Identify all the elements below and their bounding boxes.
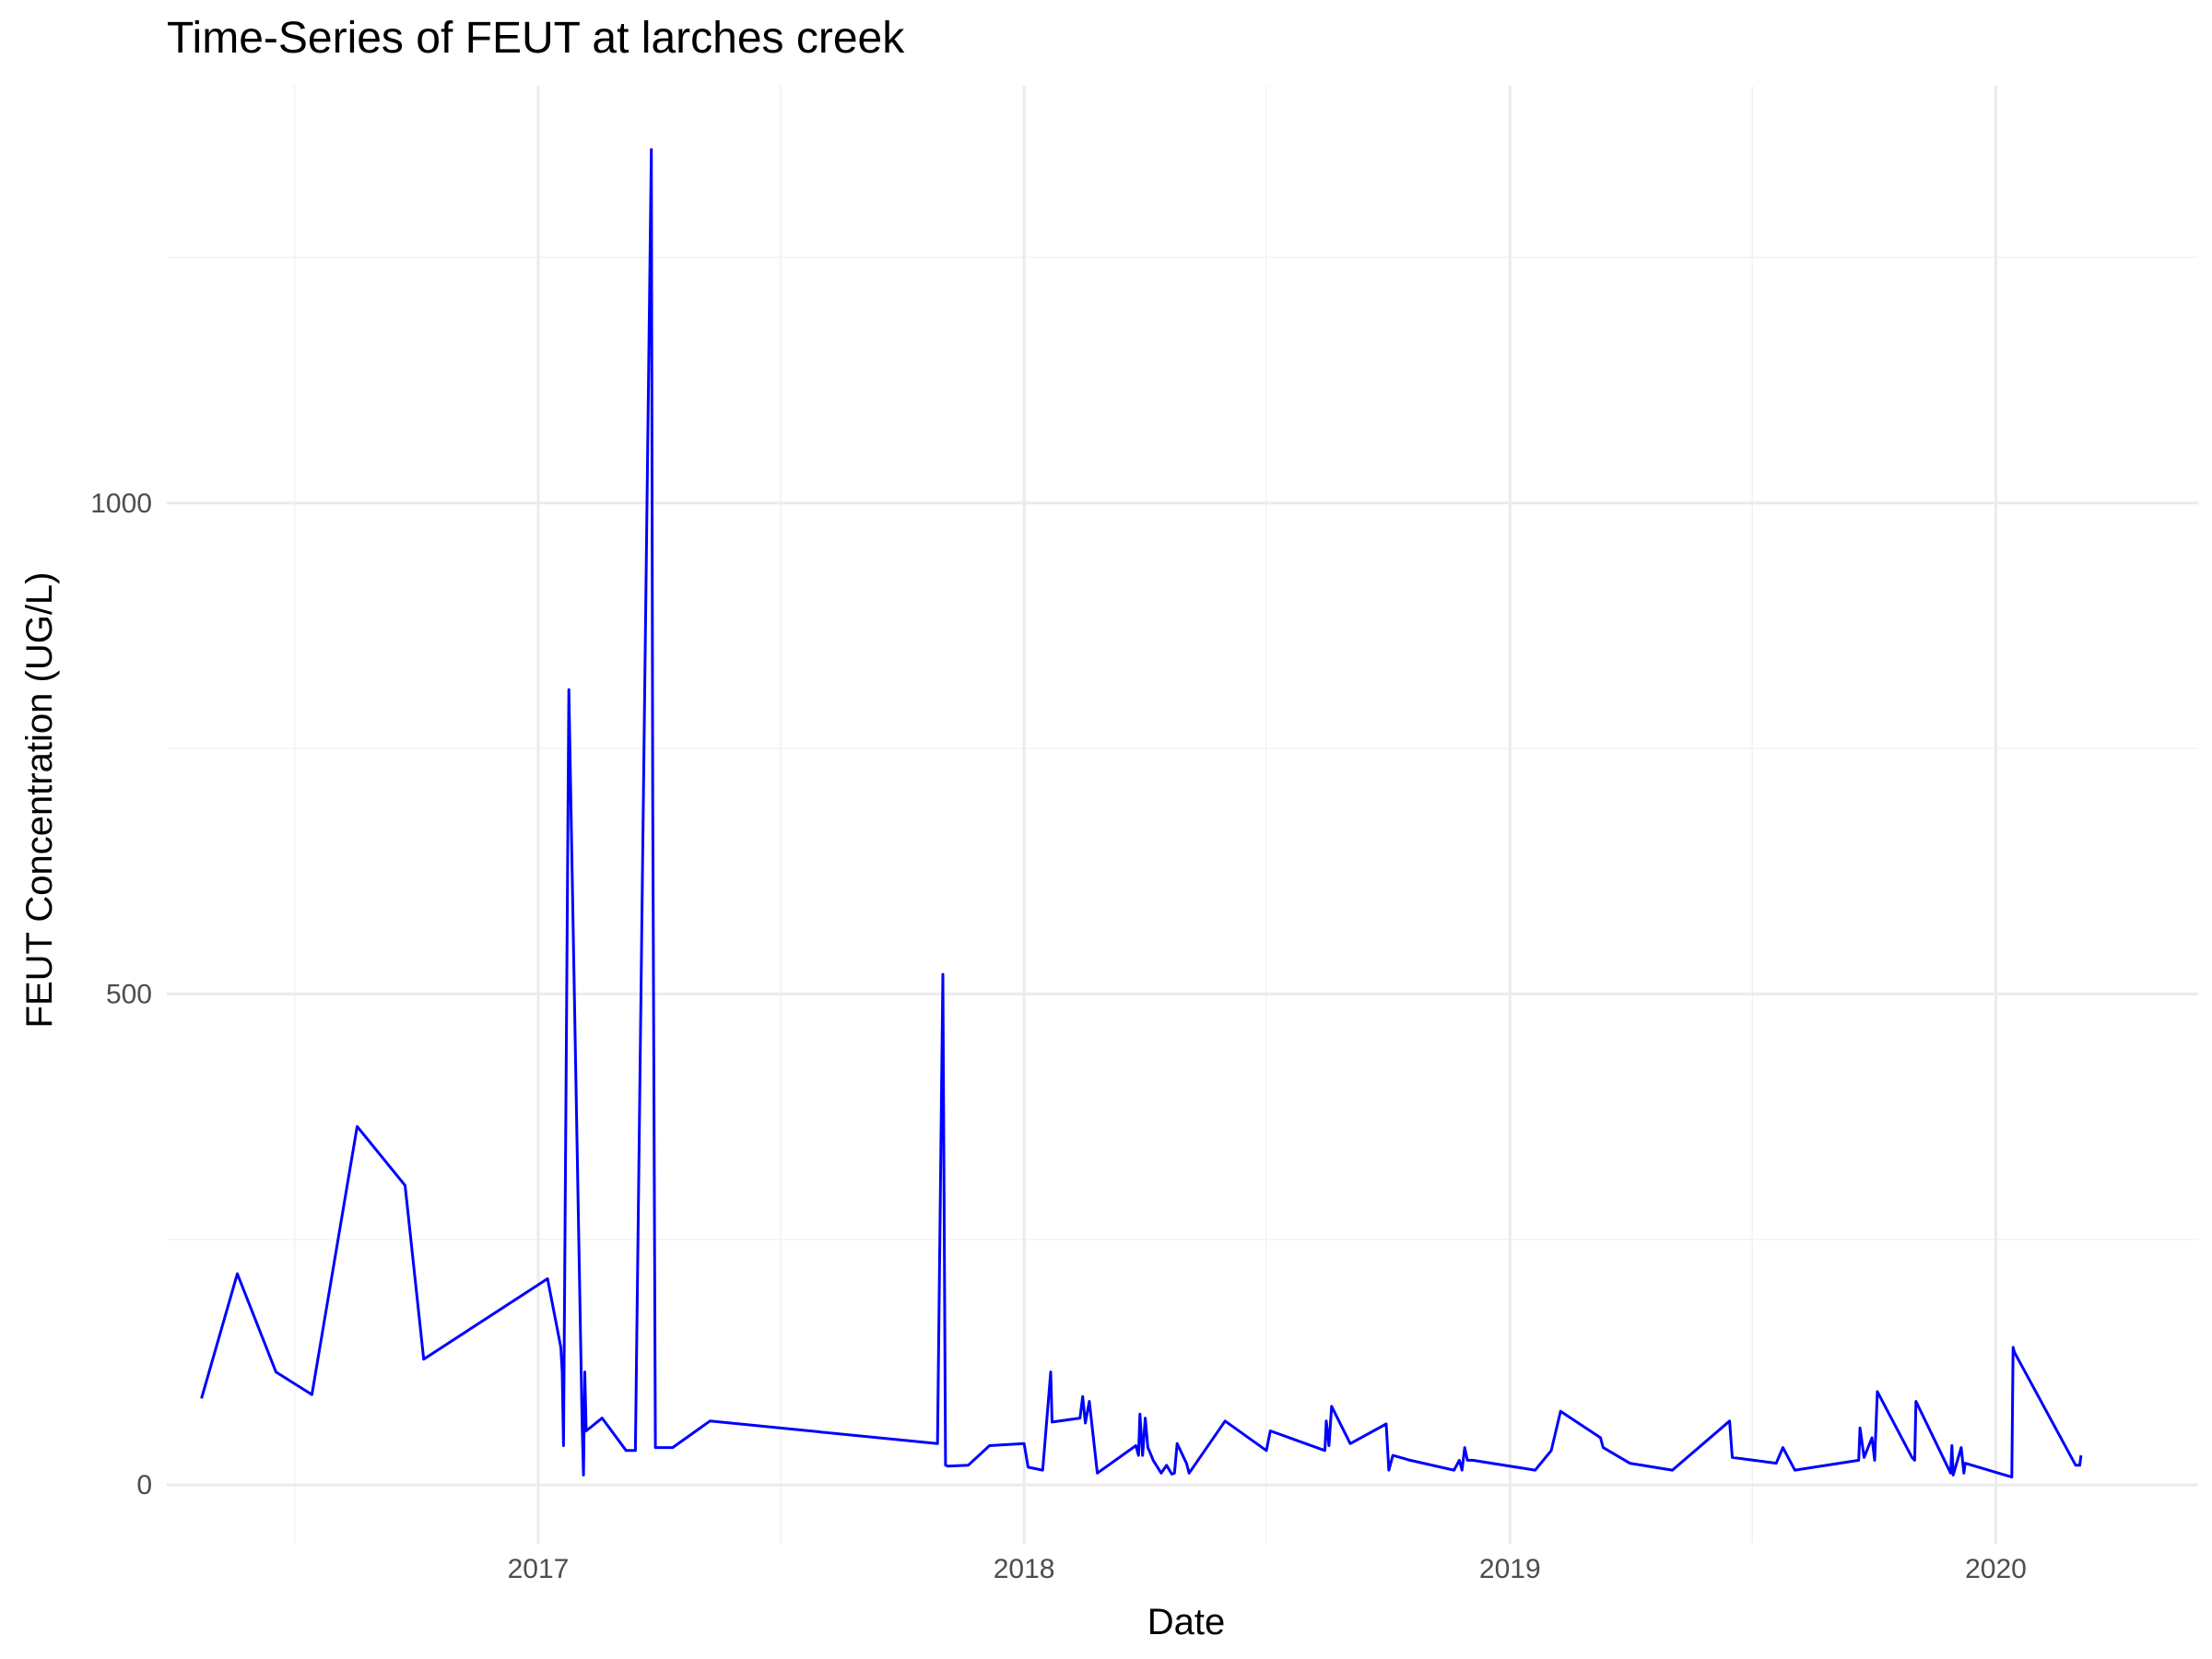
x-tick-label: 2017	[508, 1554, 570, 1584]
x-tick-label: 2019	[1479, 1554, 1541, 1584]
y-axis-title: FEUT Concentration (UG/L)	[19, 572, 60, 1029]
y-tick-label: 500	[106, 979, 152, 1009]
minor-gridlines	[167, 86, 2198, 1544]
y-tick-label: 1000	[90, 488, 152, 519]
chart-title: Time-Series of FEUT at larches creek	[167, 14, 905, 63]
y-tick-label: 0	[136, 1470, 152, 1500]
x-axis-ticks: 2017 2018 2019 2020	[508, 1554, 2027, 1584]
x-tick-label: 2020	[1965, 1554, 2027, 1584]
major-gridlines	[167, 86, 2198, 1544]
x-tick-label: 2018	[994, 1554, 1055, 1584]
series-layer	[200, 147, 2083, 1479]
series-line-0	[200, 147, 2083, 1479]
x-axis-title: Date	[1147, 1602, 1226, 1642]
y-axis-ticks: 0 500 1000	[90, 488, 152, 1500]
